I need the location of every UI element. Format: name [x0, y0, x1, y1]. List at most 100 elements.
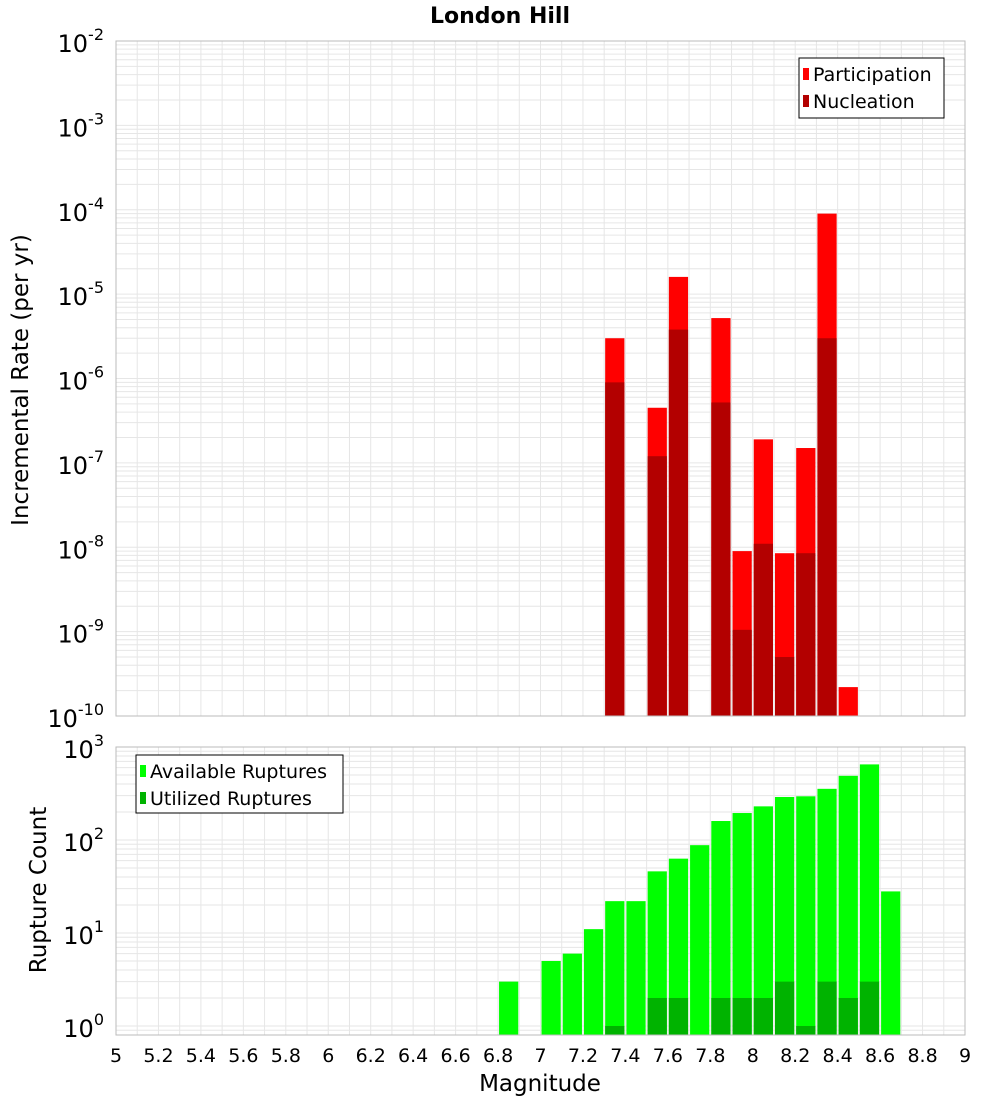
utilized-ruptures-bar: [732, 997, 752, 1035]
utilized-ruptures-bar: [859, 981, 880, 1035]
y-tick-label: 10-8: [58, 531, 105, 564]
rupture-count-panel: 103 102 101 100 Available Ruptures Utilized R…: [63, 731, 971, 1067]
available-ruptures-bar: [690, 845, 710, 1035]
available-ruptures-bar: [562, 953, 582, 1035]
available-ruptures-bar: [774, 796, 795, 1035]
participation-bar: [838, 687, 858, 716]
y-tick-label: 10-7: [58, 447, 105, 480]
x-tick-label: 5.6: [228, 1045, 258, 1067]
x-tick-label: 8: [747, 1045, 759, 1067]
legend-swatch: [803, 95, 809, 107]
nucleation-bar: [817, 338, 837, 716]
utilized-ruptures-bar: [668, 997, 689, 1035]
y-tick-labels: 103 102 101 100: [63, 731, 104, 1043]
x-tick-label: 6.4: [398, 1045, 428, 1067]
x-tick-label: 8.4: [823, 1045, 853, 1067]
legend-box: [798, 57, 945, 119]
available-ruptures-bar: [881, 891, 901, 1035]
x-tick-label: 7: [534, 1045, 546, 1067]
x-tick-label: 7.4: [610, 1045, 640, 1067]
nucleation-bar: [753, 543, 773, 716]
y-tick-label: 10-6: [58, 363, 105, 396]
y-tick-label: 103: [63, 731, 104, 764]
x-tick-label: 7.8: [695, 1045, 725, 1067]
x-tick-label: 6.6: [440, 1045, 470, 1067]
plot-frame: [115, 746, 966, 1036]
nucleation-bar: [711, 402, 731, 716]
y-tick-label: 10-5: [58, 278, 105, 311]
available-ruptures-bar: [796, 796, 816, 1035]
x-tick-label: 6: [322, 1045, 334, 1067]
available-ruptures-bar: [711, 821, 731, 1035]
legend-label-available: Available Ruptures: [150, 761, 327, 783]
y-tick-label: 10-9: [58, 616, 105, 649]
y-tick-label: 10-10: [47, 700, 104, 733]
chart-title: London Hill: [430, 4, 570, 29]
y-tick-labels: 10-2 10-3 10-4 10-5 10-6 10-7 10-8 10-9 10-10: [47, 25, 104, 733]
y-tick-label: 100: [63, 1010, 104, 1043]
utilized-ruptures-bar: [817, 981, 837, 1035]
nucleation-bar: [774, 657, 795, 716]
legend-swatch: [140, 792, 146, 804]
available-ruptures-bar: [541, 960, 561, 1035]
legend-swatch: [140, 765, 146, 777]
legend-label-nucleation: Nucleation: [813, 91, 915, 113]
available-ruptures-bar: [499, 981, 519, 1035]
legend-label-participation: Participation: [813, 64, 932, 86]
plot-frame: [115, 40, 966, 717]
utilized-ruptures-bar: [796, 1025, 816, 1035]
y-tick-label: 102: [63, 824, 104, 857]
x-tick-label: 6.2: [356, 1045, 386, 1067]
available-ruptures-bar: [817, 788, 837, 1035]
x-tick-label: 7.2: [568, 1045, 598, 1067]
available-ruptures-bar: [647, 871, 667, 1035]
utilized-ruptures-bar: [605, 1025, 625, 1035]
participation-rate-panel: 10-2 10-3 10-4 10-5 10-6 10-7 10-8 10-9 10-10 Par…: [47, 25, 966, 733]
x-tick-label: 8.2: [780, 1045, 810, 1067]
available-ruptures-bar: [732, 813, 752, 1035]
x-tick-label: 7.6: [653, 1045, 683, 1067]
utilized-ruptures-bar: [774, 981, 795, 1035]
grid-lines: [115, 41, 966, 717]
x-tick-label: 8.6: [865, 1045, 895, 1067]
bars: [605, 213, 858, 717]
x-axis-label: Magnitude: [479, 1071, 601, 1097]
available-ruptures-bar: [838, 775, 858, 1035]
x-tick-label: 5: [110, 1045, 122, 1067]
y-tick-label: 101: [63, 917, 104, 950]
nucleation-bar: [732, 629, 752, 716]
available-ruptures-bar: [753, 806, 773, 1035]
utilized-ruptures-bar: [753, 997, 773, 1035]
x-tick-label: 5.8: [271, 1045, 301, 1067]
utilized-ruptures-bar: [838, 997, 858, 1035]
available-ruptures-bar: [859, 764, 880, 1035]
utilized-ruptures-bar: [711, 997, 731, 1035]
legend: Participation Nucleation: [798, 57, 945, 119]
nucleation-bar: [796, 553, 816, 716]
x-tick-label: 6.8: [483, 1045, 513, 1067]
available-ruptures-bar: [626, 901, 646, 1035]
bars: [499, 764, 901, 1035]
top-y-axis-label: Incremental Rate (per yr): [8, 234, 34, 526]
nucleation-bar: [605, 382, 625, 716]
y-tick-label: 10-2: [58, 25, 105, 58]
x-tick-labels: 5 5.2 5.4 5.6 5.8 6 6.2 6.4 6.6 6.8 7 7.2 7.4 7.6 7.8 8…: [110, 1045, 971, 1067]
utilized-ruptures-bar: [647, 997, 667, 1035]
legend-box: [135, 754, 344, 814]
available-ruptures-bar: [583, 929, 604, 1035]
legend-label-utilized: Utilized Ruptures: [150, 788, 312, 810]
available-ruptures-bar: [668, 858, 689, 1035]
y-tick-label: 10-3: [58, 109, 105, 142]
available-ruptures-bar: [605, 901, 625, 1035]
x-tick-label: 5.2: [143, 1045, 173, 1067]
bottom-y-axis-label: Rupture Count: [26, 807, 52, 973]
legend-swatch: [803, 68, 809, 80]
x-tick-label: 5.4: [186, 1045, 216, 1067]
y-tick-label: 10-4: [58, 194, 105, 227]
nucleation-bar: [647, 456, 667, 716]
legend: Available Ruptures Utilized Ruptures: [135, 754, 344, 814]
x-tick-label: 8.8: [907, 1045, 937, 1067]
nucleation-bar: [668, 329, 689, 716]
x-tick-label: 9: [959, 1045, 971, 1067]
